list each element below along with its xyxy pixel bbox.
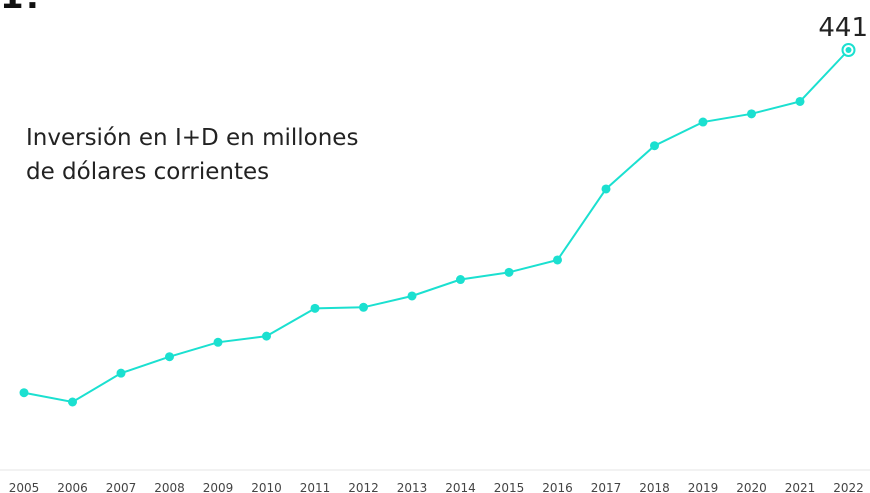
x-tick-label: 2008	[154, 481, 185, 493]
data-point	[845, 47, 852, 53]
data-point	[650, 141, 659, 151]
series-line	[23, 49, 850, 404]
data-point	[165, 352, 174, 362]
x-tick-label: 2015	[494, 481, 525, 493]
x-tick-label: 2021	[785, 481, 816, 493]
data-point	[504, 267, 514, 277]
x-axis-ticks: 2005 2006 2007 2008 2009 2010 2011 2012 2013 2014…	[9, 481, 864, 493]
x-tick-label: 2009	[203, 481, 234, 493]
chart-subtitle-line-1: Inversión en I+D en millones	[26, 125, 359, 151]
chart-subtitle: Inversión en I+D en millones de dólares …	[26, 121, 358, 189]
last-value-label: 441	[818, 13, 868, 43]
data-point	[698, 117, 708, 127]
x-tick-label: 2012	[348, 481, 379, 493]
data-point	[359, 302, 368, 312]
x-tick-label: 2010	[251, 481, 282, 493]
x-tick-label: 2007	[106, 481, 137, 493]
data-point	[310, 303, 320, 313]
data-point	[213, 337, 223, 347]
data-point	[747, 109, 756, 119]
x-tick-label: 2017	[591, 481, 622, 493]
data-point	[553, 255, 562, 265]
x-tick-label: 2014	[445, 481, 476, 493]
data-point	[116, 368, 126, 378]
data-point	[795, 96, 805, 106]
data-point	[407, 291, 417, 301]
data-point	[19, 388, 29, 398]
data-point	[262, 331, 271, 341]
data-point	[601, 184, 611, 194]
x-tick-label: 2011	[300, 481, 331, 493]
page-title-fragment: 1?	[0, 0, 43, 14]
x-tick-label: 2013	[397, 481, 428, 493]
x-tick-label: 2005	[9, 481, 40, 493]
x-tick-label: 2020	[736, 481, 767, 493]
chart-subtitle-line-2: de dólares corrientes	[26, 159, 270, 185]
data-point	[68, 397, 77, 407]
data-point	[456, 275, 465, 285]
x-tick-label: 2019	[688, 481, 719, 493]
x-tick-label: 2022	[833, 481, 864, 493]
x-tick-label: 2006	[57, 481, 88, 493]
series-points	[19, 43, 856, 407]
x-tick-label: 2016	[542, 481, 573, 493]
x-tick-label: 2018	[639, 481, 670, 493]
